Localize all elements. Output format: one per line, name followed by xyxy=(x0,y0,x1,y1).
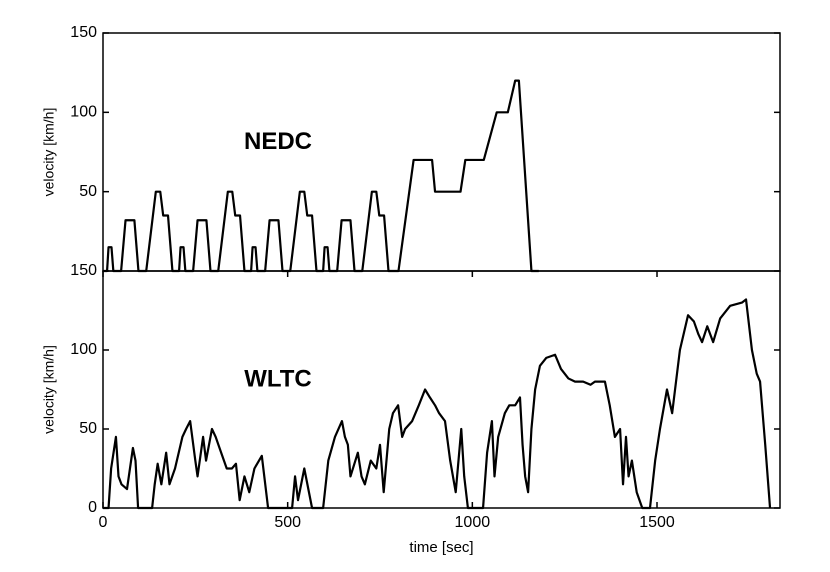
annotation: NEDC xyxy=(244,128,312,155)
x-tick-label: 0 xyxy=(99,514,108,531)
y-axis-label: velocity [km/h] xyxy=(41,108,57,197)
y-tick-label: 50 xyxy=(79,420,97,437)
y-tick-label: 100 xyxy=(70,341,97,358)
x-axis-label: time [sec] xyxy=(409,539,473,556)
y-tick-label: 150 xyxy=(70,262,97,279)
line xyxy=(103,79,539,273)
plot-frame xyxy=(102,32,781,272)
plot-frame xyxy=(102,270,781,509)
y-axis-label: velocity [km/h] xyxy=(41,345,57,434)
x-tick-label: 1000 xyxy=(455,514,491,531)
line xyxy=(103,298,772,510)
annotation: WLTC xyxy=(244,365,312,392)
y-tick-label: 150 xyxy=(70,24,97,41)
y-tick-label: 0 xyxy=(88,499,97,516)
y-tick-label: 100 xyxy=(70,104,97,121)
y-tick-label: 50 xyxy=(79,183,97,200)
x-tick-label: 1500 xyxy=(639,514,675,531)
x-tick-label: 500 xyxy=(274,514,301,531)
